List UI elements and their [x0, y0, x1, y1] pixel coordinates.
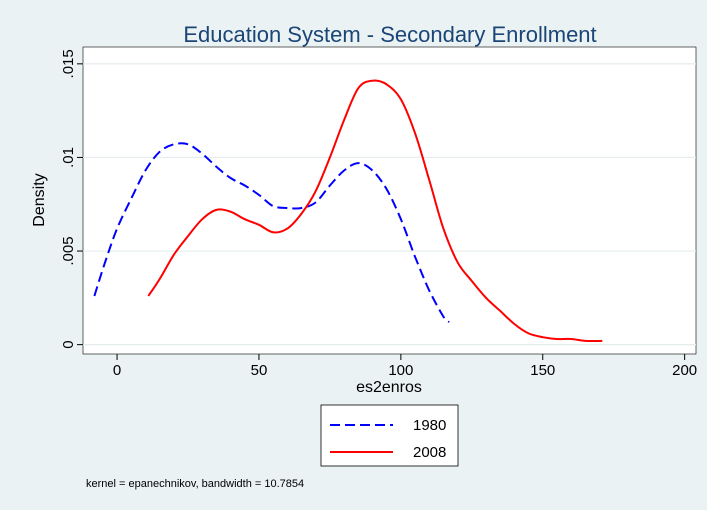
- x-tick-label: 150: [530, 362, 555, 379]
- y-tick-label: .015: [60, 49, 77, 78]
- legend: 1980 2008: [321, 405, 458, 466]
- legend-label-1980: 1980: [413, 417, 446, 434]
- x-tick-label: 0: [113, 362, 121, 379]
- y-tick-label: 0: [60, 340, 77, 348]
- y-tick-label: .005: [60, 236, 77, 265]
- x-axis-label: es2enros: [356, 379, 422, 396]
- x-tick-label: 100: [388, 362, 413, 379]
- x-tick-label: 200: [672, 362, 697, 379]
- plot-area: [83, 47, 696, 354]
- y-tick-label: .01: [60, 147, 77, 168]
- x-tick-label: 50: [251, 362, 268, 379]
- chart-title: Education System - Secondary Enrollment: [183, 22, 596, 47]
- y-axis-label: Density: [31, 173, 48, 226]
- kernel-note: kernel = epanechnikov, bandwidth = 10.78…: [86, 478, 304, 490]
- legend-label-2008: 2008: [413, 444, 446, 461]
